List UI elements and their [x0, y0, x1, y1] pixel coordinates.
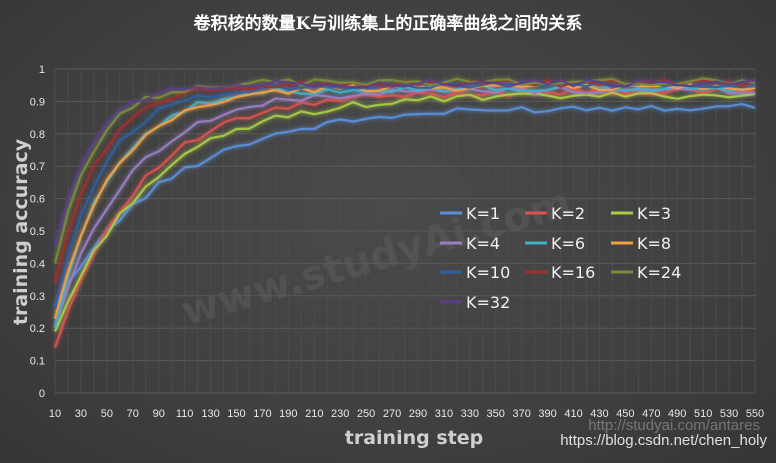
legend-label: K=3 — [637, 204, 671, 223]
y-tick-label: 0.8 — [30, 129, 45, 141]
x-tick-label: 110 — [176, 408, 194, 420]
x-tick-label: 530 — [720, 408, 738, 420]
x-tick-labels: 10 30 50 70 90 110 130 150 170 190 210 230 250 270 290… — [49, 408, 764, 420]
series-line-k-24 — [53, 77, 756, 264]
y-tick-label: 0.3 — [30, 291, 45, 303]
legend-item: K=24 — [611, 263, 681, 282]
x-tick-label: 470 — [642, 408, 660, 420]
legend-item: K=32 — [440, 293, 510, 312]
series-lines — [53, 77, 756, 348]
x-tick-label: 150 — [227, 408, 245, 420]
series-line-k-32 — [53, 78, 756, 248]
legend-label: K=8 — [637, 234, 671, 253]
x-tick-label: 30 — [75, 408, 87, 420]
x-tick-label: 330 — [461, 408, 479, 420]
x-tick-label: 390 — [538, 408, 556, 420]
y-tick-label: 0.2 — [30, 323, 45, 335]
legend-item: K=4 — [440, 234, 500, 253]
legend-item: K=8 — [611, 234, 671, 253]
legend-label: K=24 — [637, 263, 681, 282]
faint-source-url: http://studyai.com/antares — [588, 417, 760, 434]
series-line-k-3 — [53, 91, 756, 332]
x-tick-label: 350 — [487, 408, 505, 420]
y-tick-label: 0.1 — [30, 356, 45, 368]
legend-label: K=10 — [466, 263, 510, 282]
x-tick-label: 70 — [127, 408, 139, 420]
x-tick-label: 410 — [564, 408, 582, 420]
legend-item: K=16 — [525, 263, 595, 282]
x-tick-label: 10 — [49, 408, 61, 420]
legend-item: K=6 — [525, 234, 585, 253]
y-tick-labels: 0 0.1 0.2 0.3 0.4 0.5 0.6 0.7 0.8 0.9 1 — [30, 64, 45, 400]
y-tick-label: 0.6 — [30, 194, 45, 206]
x-tick-label: 510 — [694, 408, 712, 420]
x-tick-label: 210 — [305, 408, 323, 420]
series-line-k-1 — [54, 102, 756, 307]
x-tick-label: 230 — [331, 408, 349, 420]
y-tick-label: 0.4 — [30, 258, 45, 270]
y-tick-label: 0 — [39, 388, 45, 400]
x-tick-label: 130 — [201, 408, 219, 420]
y-axis-label: training accuracy — [10, 138, 32, 325]
x-tick-label: 450 — [616, 408, 634, 420]
y-tick-label: 0.5 — [30, 226, 45, 238]
y-tick-label: 0.7 — [30, 161, 45, 173]
y-tick-label: 1 — [39, 64, 45, 76]
legend-item: K=3 — [611, 204, 671, 223]
legend-item: K=10 — [440, 263, 510, 282]
x-tick-label: 370 — [512, 408, 530, 420]
legend-item: K=1 — [440, 204, 500, 223]
x-tick-label: 50 — [101, 408, 113, 420]
series-line-k-4 — [53, 85, 756, 326]
legend-label: K=1 — [466, 204, 500, 223]
x-tick-label: 430 — [590, 408, 608, 420]
chart-legend: K=1 K=2 K=3 K=4 K=6 K=8 K=10 K=16 K=24 K=32 — [440, 204, 681, 312]
x-tick-label: 170 — [253, 408, 271, 420]
x-tick-label: 190 — [279, 408, 297, 420]
legend-label: K=4 — [466, 234, 500, 253]
x-tick-label: 290 — [409, 408, 427, 420]
y-tick-label: 0.9 — [30, 96, 45, 108]
legend-item: K=2 — [525, 204, 585, 223]
x-tick-label: 90 — [153, 408, 165, 420]
legend-label: K=2 — [551, 204, 585, 223]
legend-label: K=6 — [551, 234, 585, 253]
chart-title: 卷积核的数量K与训练集上的正确率曲线之间的关系 — [193, 13, 583, 34]
x-tick-label: 310 — [435, 408, 453, 420]
legend-label: K=32 — [466, 293, 510, 312]
x-tick-label: 250 — [357, 408, 375, 420]
legend-label: K=16 — [551, 263, 595, 282]
source-url: https://blog.csdn.net/chen_holy — [560, 432, 767, 449]
x-tick-label: 550 — [746, 408, 764, 420]
x-tick-label: 270 — [383, 408, 401, 420]
x-axis-label: training step — [345, 427, 483, 449]
x-tick-label: 490 — [668, 408, 686, 420]
